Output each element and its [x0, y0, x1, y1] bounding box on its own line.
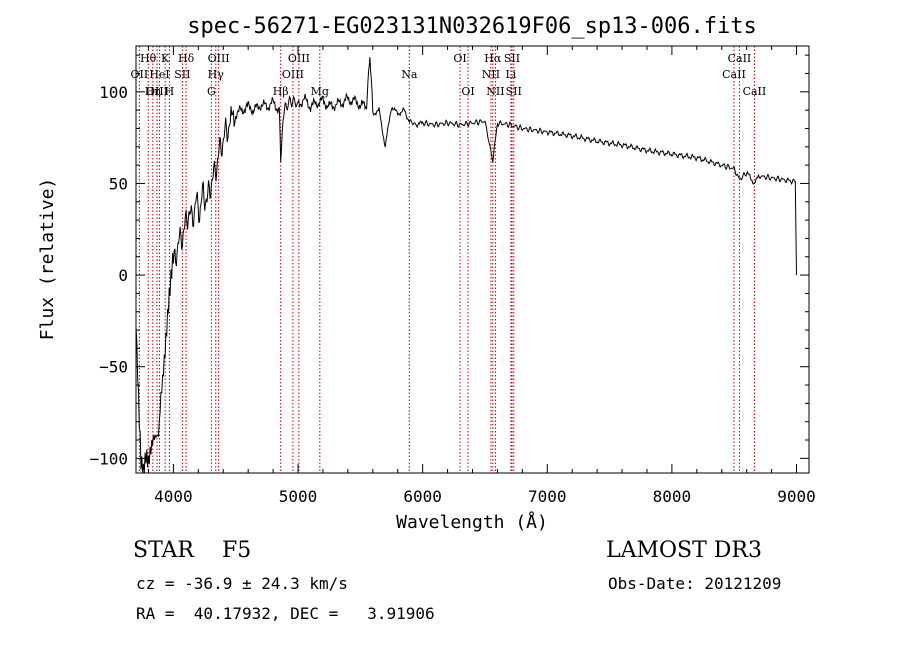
line-label: OII [131, 68, 149, 81]
y-tick-label: 50 [109, 174, 128, 193]
line-label: CaII [722, 68, 746, 81]
redshift-velocity: cz = -36.9 ± 24.3 km/s [136, 574, 348, 593]
object-type: STAR F5 [133, 538, 252, 563]
line-label: Li [505, 68, 516, 81]
line-label: SII [174, 68, 190, 81]
line-label: Na [401, 68, 418, 81]
line-label: OIII [288, 52, 310, 65]
spectrum-line [135, 57, 797, 474]
line-label: OI [453, 52, 466, 65]
x-tick-label: 9000 [777, 487, 816, 506]
line-label: OIII [282, 68, 304, 81]
plot-frame [135, 45, 810, 474]
spectral-line-markers [138, 46, 755, 473]
line-label: NII [482, 68, 500, 81]
coordinates: RA = 40.17932, DEC = 3.91906 [136, 604, 435, 623]
x-tick-label: 6000 [403, 487, 442, 506]
x-tick-label: 4000 [154, 487, 193, 506]
x-axis-label: Wavelength (Å) [396, 511, 548, 533]
line-label: Hη [145, 85, 161, 98]
line-label: Hθ [140, 52, 157, 65]
y-tick-label: −50 [99, 358, 128, 377]
line-label: Hα [484, 52, 502, 65]
line-label: Mg [311, 85, 329, 98]
line-label: SII [504, 52, 520, 65]
line-label: HeI [149, 68, 169, 81]
line-label: CaII [743, 85, 767, 98]
line-label: H [165, 85, 175, 98]
line-label: K [161, 52, 170, 65]
line-label: OIII [208, 52, 230, 65]
line-label: CaII [728, 52, 752, 65]
y-axis: −100 −50 0 50 100 [89, 54, 809, 468]
y-tick-label: 0 [118, 266, 128, 285]
line-label: NII [486, 85, 504, 98]
y-tick-label: 100 [99, 83, 128, 102]
line-label: Hδ [178, 52, 195, 65]
x-tick-label: 8000 [653, 487, 692, 506]
line-label: OI [461, 85, 474, 98]
y-tick-label: −100 [89, 449, 128, 468]
line-label: Hγ [208, 68, 225, 81]
line-label: Hβ [273, 85, 289, 98]
line-label: G [207, 85, 216, 98]
line-label: SII [506, 85, 522, 98]
line-label: OIII [146, 85, 168, 98]
chart-title: spec-56271-EG023131N032619F06_sp13-006.f… [187, 14, 757, 39]
x-axis: 4000 5000 6000 7000 8000 9000 [147, 46, 816, 506]
observation-date: Obs-Date: 20121209 [608, 574, 782, 593]
survey-name: LAMOST DR3 [606, 538, 762, 563]
y-axis-label: Flux (relative) [37, 178, 58, 341]
x-tick-label: 7000 [528, 487, 567, 506]
x-tick-label: 5000 [279, 487, 318, 506]
